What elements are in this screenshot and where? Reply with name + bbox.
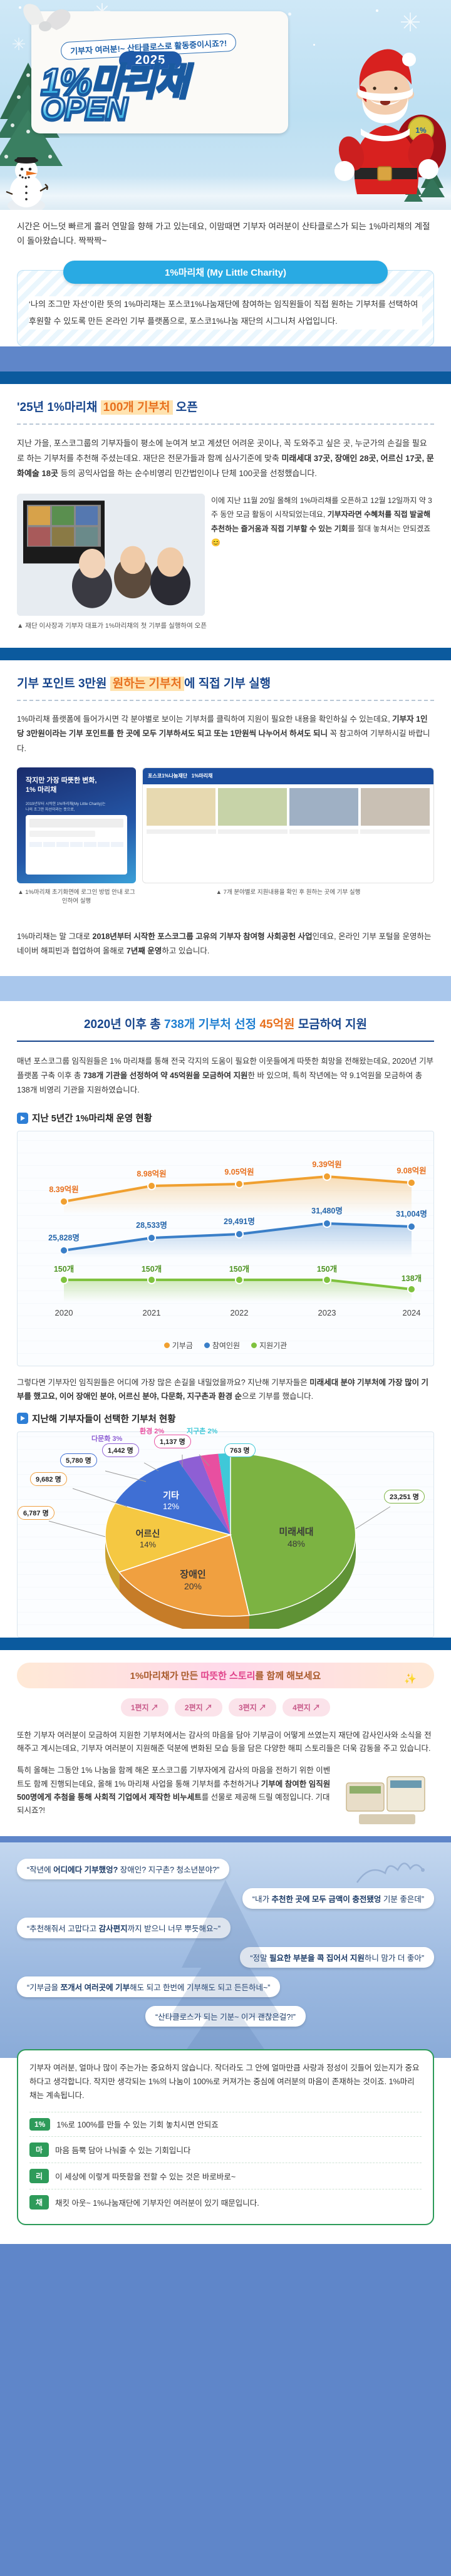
svg-text:8.39억원: 8.39억원 bbox=[49, 1185, 78, 1194]
svg-text:1%: 1% bbox=[415, 126, 427, 135]
svg-text:14%: 14% bbox=[140, 1540, 156, 1549]
svg-text:31,004명: 31,004명 bbox=[396, 1209, 427, 1218]
svg-text:9.39억원: 9.39억원 bbox=[312, 1160, 341, 1169]
svg-text:31,480명: 31,480명 bbox=[311, 1206, 343, 1215]
svg-text:150개: 150개 bbox=[229, 1265, 249, 1274]
svg-text:138개: 138개 bbox=[402, 1274, 422, 1283]
svg-text:기타: 기타 bbox=[163, 1490, 179, 1500]
svg-text:9.08억원: 9.08억원 bbox=[397, 1166, 426, 1175]
svg-text:29,491명: 29,491명 bbox=[224, 1217, 255, 1226]
svg-text:12%: 12% bbox=[163, 1502, 179, 1511]
svg-text:20%: 20% bbox=[184, 1581, 202, 1591]
svg-text:48%: 48% bbox=[288, 1539, 305, 1549]
svg-text:미래세대: 미래세대 bbox=[279, 1527, 313, 1537]
svg-text:장애인: 장애인 bbox=[180, 1569, 205, 1580]
svg-text:어르신: 어르신 bbox=[136, 1529, 160, 1539]
svg-text:25,828명: 25,828명 bbox=[48, 1233, 80, 1242]
svg-text:2021: 2021 bbox=[143, 1308, 161, 1317]
svg-text:28,533명: 28,533명 bbox=[136, 1220, 167, 1230]
svg-text:2020: 2020 bbox=[55, 1308, 73, 1317]
svg-text:9.05억원: 9.05억원 bbox=[224, 1168, 254, 1176]
svg-text:150개: 150개 bbox=[317, 1265, 337, 1274]
svg-text:8.98억원: 8.98억원 bbox=[137, 1170, 166, 1178]
svg-text:2024: 2024 bbox=[403, 1308, 421, 1317]
svg-text:150개: 150개 bbox=[54, 1265, 74, 1274]
svg-text:2023: 2023 bbox=[318, 1308, 336, 1317]
svg-text:150개: 150개 bbox=[142, 1265, 162, 1274]
svg-text:2022: 2022 bbox=[231, 1308, 249, 1317]
